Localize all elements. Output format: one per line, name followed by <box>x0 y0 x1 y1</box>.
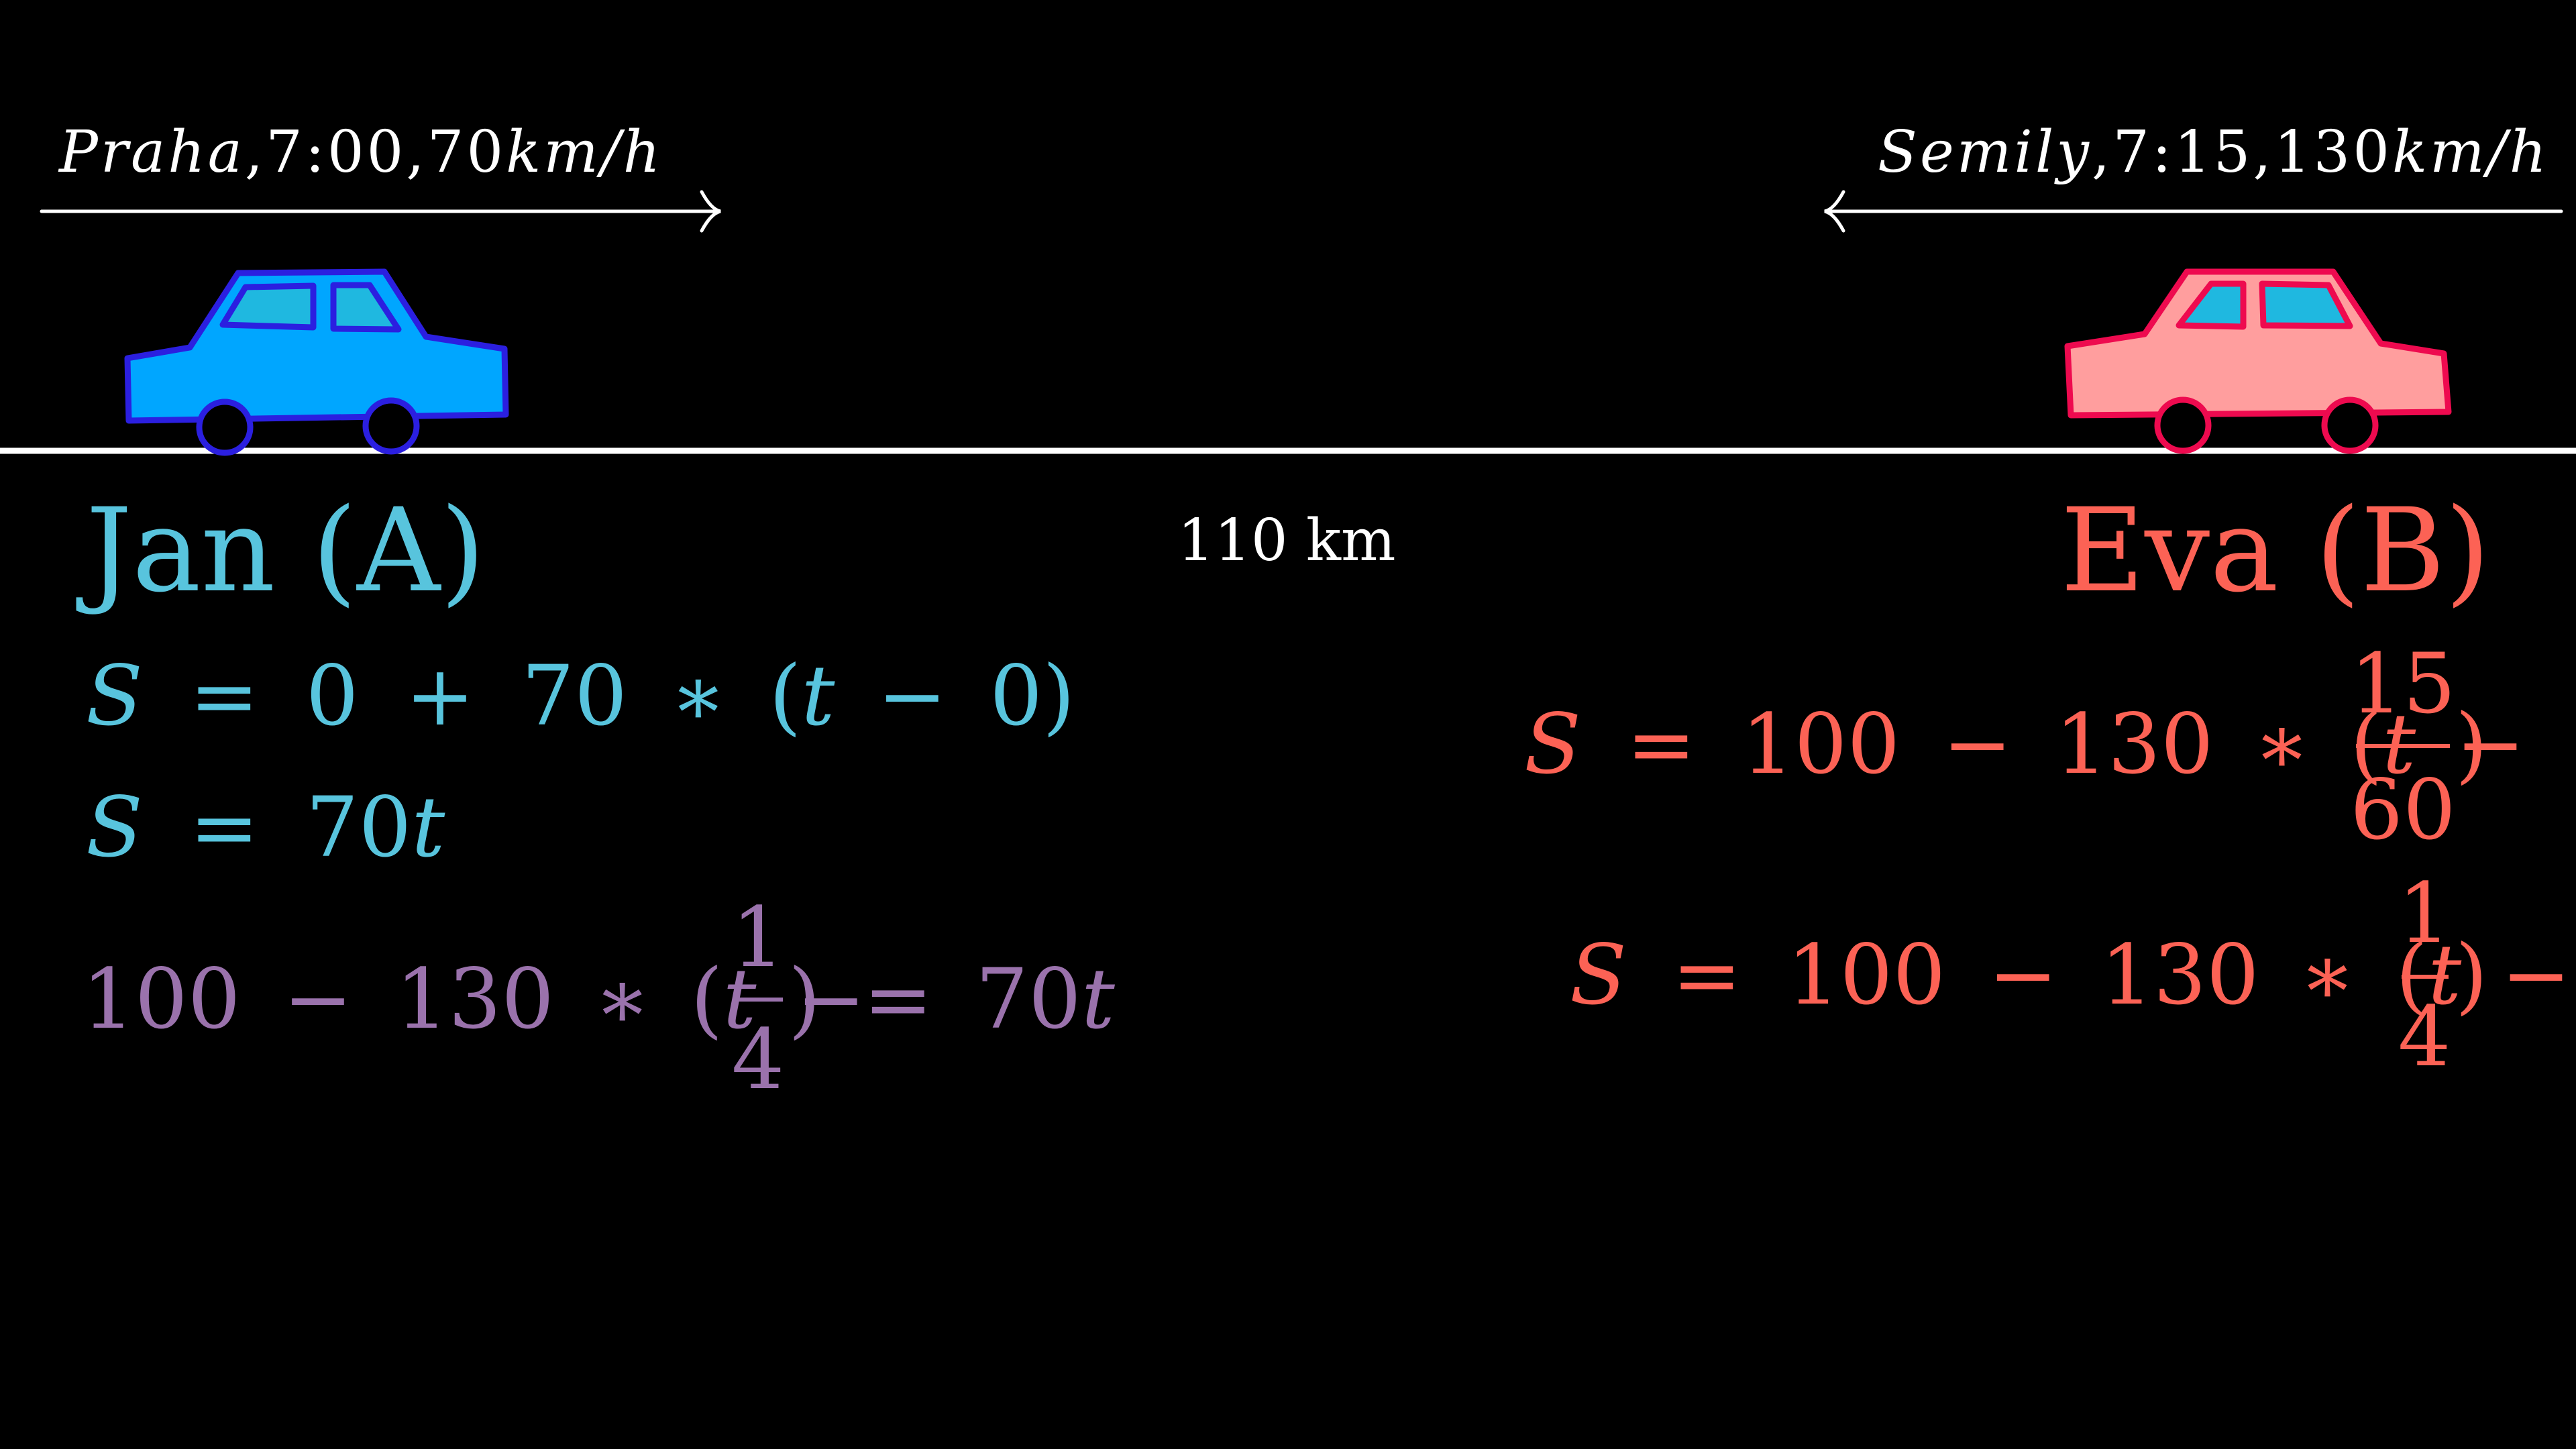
num-100: 100 <box>82 951 241 1048</box>
arrow-right-icon <box>40 190 721 233</box>
start-a-unit: km/h <box>506 119 663 186</box>
rparen: ) <box>788 951 820 1048</box>
comma: , <box>245 119 266 186</box>
var-s: S <box>1524 696 1581 793</box>
comma: , <box>2092 119 2112 186</box>
comma: , <box>2253 119 2273 186</box>
frac-num: 1 <box>2398 865 2451 962</box>
start-b-place: Semily <box>1878 119 2092 186</box>
car-a-icon <box>124 268 509 456</box>
rparen: ) <box>1042 648 1075 745</box>
distance-label: 110 km <box>1177 507 1395 574</box>
eva-eq2: S = 100 − 130 ∗ (t − 1 4 ) <box>1570 865 2571 1085</box>
num-0: 0 <box>306 648 359 745</box>
star-sign: ∗ <box>2253 696 2310 793</box>
rparen: ) <box>2455 696 2487 793</box>
num-0: 0 <box>989 648 1042 745</box>
combined-eq-right: ) = 70t <box>788 951 1116 1048</box>
arrow-left-icon <box>1824 190 2563 233</box>
var-t: t <box>802 648 836 745</box>
num-70: 70 <box>306 780 412 876</box>
num-130: 130 <box>395 951 554 1048</box>
num-130: 130 <box>2100 927 2259 1024</box>
start-b-speed: 130 <box>2274 119 2392 186</box>
lparen: ( <box>690 951 722 1048</box>
star-sign: ∗ <box>2299 927 2355 1024</box>
combined-eq-left: 100 − 130 ∗ (t − <box>82 951 866 1048</box>
start-a-speed: 70 <box>427 119 506 186</box>
combined-eq: 100 − 130 ∗ (t − 1 4 ) = 70t <box>82 890 1116 1108</box>
minus-sign: − <box>283 951 353 1048</box>
minus-sign: − <box>2502 927 2571 1024</box>
minus-sign: − <box>877 648 947 745</box>
var-t: t <box>412 780 446 876</box>
var-t: t <box>1081 951 1116 1048</box>
minus-sign: − <box>2456 696 2526 793</box>
frac-num: 1 <box>732 890 785 986</box>
num-100: 100 <box>1741 696 1900 793</box>
frac-den: 4 <box>2398 989 2451 1085</box>
start-b-unit: km/h <box>2392 119 2549 186</box>
eva-eq1-right: ) <box>2455 696 2487 793</box>
lparen: ( <box>769 648 801 745</box>
start-a-place: Praha <box>58 119 245 186</box>
eq-sign: = <box>863 951 933 1048</box>
plus-sign: + <box>405 648 475 745</box>
start-label-b: Semily,7:15,130km/h <box>1878 119 2549 186</box>
eva-eq1: S = 100 − 130 ∗ (t − 15 60 ) <box>1524 636 2526 859</box>
eq-sign: = <box>1626 696 1696 793</box>
eva-name: Eva (B) <box>2060 483 2490 618</box>
num-100: 100 <box>1787 927 1946 1024</box>
jan-eq1: S = 0 + 70 ∗ (t − 0) <box>86 648 1075 745</box>
start-label-a: Praha,7:00,70km/h <box>58 119 663 186</box>
num-130: 130 <box>2055 696 2214 793</box>
minus-sign: − <box>1943 696 2012 793</box>
star-sign: ∗ <box>594 951 651 1048</box>
rparen: ) <box>2455 927 2487 1024</box>
eva-eq1-left: S = 100 − 130 ∗ (t − <box>1524 696 2526 793</box>
eq-sign: = <box>1672 927 1741 1024</box>
car-b-icon <box>2064 268 2452 454</box>
comma: , <box>406 119 427 186</box>
minus-sign: − <box>1988 927 2058 1024</box>
start-b-time: 7:15 <box>2112 119 2253 186</box>
star-sign: ∗ <box>670 648 727 745</box>
var-s: S <box>1570 927 1627 1024</box>
jan-eq2: S = 70t <box>86 780 446 876</box>
num-70: 70 <box>975 951 1081 1048</box>
jan-name: Jan (A) <box>76 483 485 618</box>
eq-sign: = <box>189 648 259 745</box>
var-s: S <box>86 648 143 745</box>
frac-den: 60 <box>2350 762 2456 859</box>
frac-num: 15 <box>2350 636 2456 733</box>
frac-den: 4 <box>732 1012 785 1108</box>
var-s: S <box>86 780 143 876</box>
minus-sign: − <box>796 951 866 1048</box>
eq-sign: = <box>189 780 259 876</box>
eva-eq2-right: ) <box>2455 927 2487 1024</box>
start-a-time: 7:00 <box>266 119 406 186</box>
num-70: 70 <box>521 648 627 745</box>
